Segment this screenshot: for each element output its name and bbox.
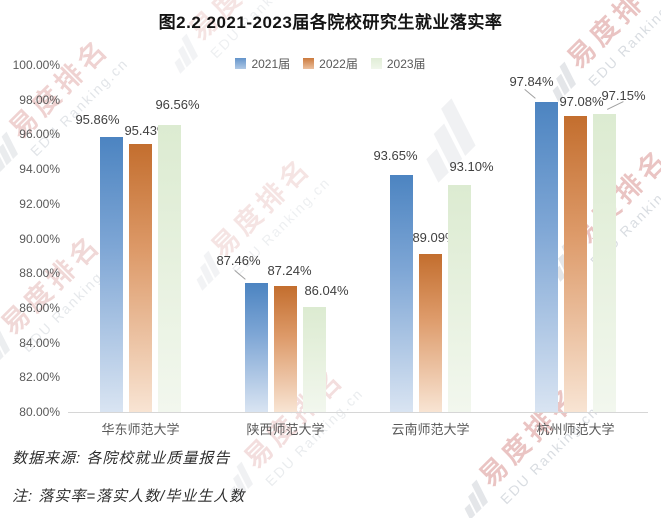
value-label: 95.86% bbox=[75, 112, 120, 127]
bar-2021届-陕西师范大学 bbox=[245, 283, 268, 412]
legend-item-2023届: 2023届 bbox=[370, 55, 426, 72]
bar-2021届-杭州师范大学 bbox=[535, 102, 558, 412]
legend-label: 2023届 bbox=[386, 57, 426, 71]
y-tick-label: 96.00% bbox=[19, 127, 60, 142]
footnotes: 数据来源: 各院校就业质量报告 注: 落实率=落实人数/毕业生人数 bbox=[12, 447, 245, 518]
bar-group-杭州师范大学: 97.84% 97.08% 97.15% bbox=[503, 65, 648, 412]
label-leader-line bbox=[523, 89, 536, 99]
legend: 2021届 2022届 2023届 bbox=[0, 55, 661, 72]
bar-group-陕西师范大学: 87.46% 87.24% 86.04% bbox=[213, 65, 358, 412]
bar-2021届-云南师范大学 bbox=[390, 175, 413, 412]
y-tick-label: 100.00% bbox=[12, 58, 60, 72]
legend-label: 2021届 bbox=[251, 57, 291, 71]
bar-2022届-华东师范大学 bbox=[129, 144, 152, 412]
bar-2022届-陕西师范大学 bbox=[274, 286, 297, 412]
bar-2023届-陕西师范大学 bbox=[303, 307, 326, 412]
bar-group-华东师范大学: 95.86% 95.43% 96.56% bbox=[68, 65, 213, 412]
category-label: 杭州师范大学 bbox=[536, 422, 615, 437]
plot-area: 95.86% 95.43% 96.56% 87.46% 87.24% 86.04% 93.6… bbox=[68, 65, 648, 413]
value-label: 93.65% bbox=[373, 148, 418, 163]
y-tick-label: 84.00% bbox=[19, 335, 60, 350]
value-label: 87.24% bbox=[267, 263, 312, 278]
bar-group-云南师范大学: 93.65% 89.09% 93.10% bbox=[358, 65, 503, 412]
bar-2022届-杭州师范大学 bbox=[564, 116, 587, 412]
x-axis: 华东师范大学 陕西师范大学 云南师范大学 杭州师范大学 bbox=[68, 419, 648, 438]
value-label: 96.56% bbox=[155, 97, 200, 112]
y-tick-label: 88.00% bbox=[19, 266, 60, 281]
y-tick-label: 94.00% bbox=[19, 162, 60, 177]
chart-title: 图2.2 2021-2023届各院校研究生就业落实率 bbox=[158, 13, 503, 32]
source-note: 数据来源: 各院校就业质量报告 bbox=[12, 450, 231, 467]
y-tick-label: 92.00% bbox=[19, 196, 60, 211]
value-label: 93.10% bbox=[449, 159, 494, 174]
legend-item-2022届: 2022届 bbox=[303, 55, 358, 72]
legend-swatch bbox=[303, 58, 315, 69]
label-leader-line bbox=[233, 270, 246, 280]
category-label: 华东师范大学 bbox=[101, 422, 180, 437]
value-label: 89.09% bbox=[412, 230, 457, 245]
value-label: 95.43% bbox=[124, 123, 169, 138]
y-tick-label: 80.00% bbox=[19, 405, 60, 419]
value-label: 97.15% bbox=[601, 88, 646, 103]
value-label: 97.84% bbox=[509, 74, 554, 89]
bar-2023届-杭州师范大学 bbox=[593, 114, 616, 412]
y-tick-label: 82.00% bbox=[19, 370, 60, 385]
bar-2022届-云南师范大学 bbox=[419, 254, 442, 412]
bar-2021届-华东师范大学 bbox=[100, 137, 123, 412]
value-label: 86.04% bbox=[304, 283, 349, 298]
value-label: 87.46% bbox=[216, 253, 261, 268]
legend-label: 2022届 bbox=[319, 57, 358, 71]
y-tick-label: 90.00% bbox=[19, 231, 60, 246]
y-tick-label: 86.00% bbox=[19, 300, 60, 315]
category-label: 云南师范大学 bbox=[391, 422, 470, 437]
formula-note: 注: 落实率=落实人数/毕业生人数 bbox=[12, 488, 246, 505]
value-label: 97.08% bbox=[559, 94, 604, 109]
y-tick-label: 98.00% bbox=[19, 92, 60, 107]
legend-swatch bbox=[370, 58, 382, 69]
bar-2023届-云南师范大学 bbox=[448, 185, 471, 412]
bar-2023届-华东师范大学 bbox=[158, 125, 181, 412]
y-axis: 100.00% 98.00% 96.00% 94.00% 92.00% 90.00% 88.… bbox=[0, 58, 62, 419]
legend-swatch bbox=[235, 58, 247, 69]
category-label: 陕西师范大学 bbox=[246, 422, 325, 437]
legend-item-2021届: 2021届 bbox=[235, 55, 290, 72]
